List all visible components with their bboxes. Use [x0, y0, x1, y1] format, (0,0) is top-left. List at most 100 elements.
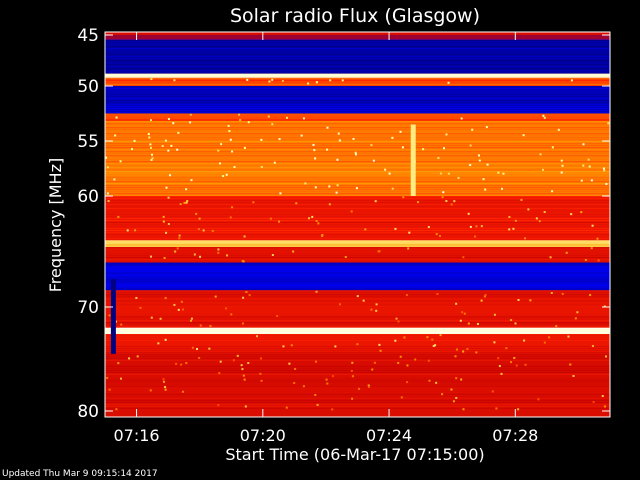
speckle — [148, 136, 151, 139]
speckle — [260, 138, 263, 141]
speckle — [447, 172, 450, 175]
band-texture — [105, 385, 610, 387]
speckle — [321, 235, 324, 238]
speckle — [463, 312, 466, 315]
band-texture — [105, 278, 610, 280]
band-texture — [105, 357, 610, 359]
speckle — [288, 362, 291, 365]
band-texture — [105, 60, 610, 62]
speckle — [478, 159, 481, 162]
speckle — [217, 248, 220, 251]
band-texture — [105, 253, 610, 255]
speckle — [217, 149, 220, 152]
band-texture — [105, 334, 610, 336]
band-texture — [105, 261, 610, 263]
band-texture — [105, 131, 610, 133]
speckle — [375, 309, 378, 312]
speckle — [466, 348, 469, 351]
band-texture — [105, 377, 610, 379]
speckle — [229, 138, 232, 141]
band-texture — [105, 318, 610, 320]
speckle — [457, 176, 460, 179]
speckle — [351, 397, 354, 400]
speckle — [416, 201, 419, 204]
x-tick-label: 07:16 — [114, 426, 160, 445]
band-texture — [105, 316, 610, 318]
speckle — [497, 357, 500, 360]
band-texture — [105, 157, 610, 159]
speckle — [522, 134, 525, 137]
speckle — [560, 171, 563, 174]
speckle — [119, 160, 122, 163]
speckle — [484, 294, 487, 297]
band-texture — [105, 127, 610, 129]
speckle — [364, 228, 367, 231]
speckle — [185, 362, 188, 365]
band-texture — [105, 198, 610, 199]
speckle — [179, 203, 182, 206]
band-texture — [105, 44, 610, 46]
speckle — [317, 222, 320, 225]
band-texture — [105, 395, 610, 397]
band-texture — [105, 355, 610, 357]
speckle — [482, 178, 485, 181]
band-texture — [105, 226, 610, 227]
band-texture — [105, 165, 610, 167]
band-texture — [105, 389, 610, 391]
speckle — [217, 251, 220, 254]
speckle — [557, 128, 560, 131]
speckle — [400, 396, 403, 399]
band-texture — [105, 282, 610, 284]
speckle — [537, 398, 540, 401]
speckle — [561, 292, 564, 295]
band-texture — [105, 348, 610, 350]
band-texture — [105, 320, 610, 322]
band-texture — [105, 246, 610, 248]
speckle — [512, 227, 515, 230]
band-texture — [105, 206, 610, 207]
band-texture — [105, 329, 610, 331]
speckle — [336, 184, 339, 187]
speckle — [315, 290, 318, 293]
band-texture — [105, 113, 610, 115]
band-texture — [105, 149, 610, 151]
speckle — [230, 313, 233, 316]
speckle — [455, 396, 458, 399]
band-texture — [105, 259, 610, 261]
speckle — [259, 357, 262, 360]
band-texture — [105, 304, 610, 306]
speckle — [174, 250, 177, 253]
speckle — [491, 390, 494, 393]
speckle — [159, 317, 162, 320]
speckle — [300, 134, 303, 137]
speckle — [281, 79, 284, 82]
speckle — [551, 190, 554, 193]
band-texture — [105, 137, 610, 139]
band-texture — [105, 322, 610, 324]
speckle — [539, 153, 542, 156]
speckle — [326, 148, 329, 151]
speckle — [167, 118, 170, 121]
band-texture — [105, 202, 610, 203]
speckle — [356, 295, 359, 298]
band-texture — [105, 77, 610, 79]
speckle — [367, 384, 370, 387]
speckle — [269, 217, 272, 220]
speckle — [170, 144, 173, 147]
speckle — [271, 254, 274, 257]
speckle — [443, 147, 446, 150]
speckle — [314, 360, 317, 363]
band-texture — [105, 35, 610, 36]
band-texture — [105, 336, 610, 338]
burst-event — [110, 279, 116, 354]
speckle — [354, 151, 357, 154]
speckle — [136, 355, 139, 358]
band-texture — [105, 185, 610, 187]
speckle — [134, 229, 137, 232]
speckle — [356, 343, 359, 346]
band-texture — [105, 276, 610, 278]
speckle — [548, 336, 551, 339]
band-texture — [105, 68, 610, 70]
band-texture — [105, 175, 610, 177]
speckle — [513, 356, 516, 359]
